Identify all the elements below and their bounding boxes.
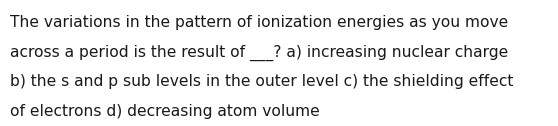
Text: of electrons d) decreasing atom volume: of electrons d) decreasing atom volume <box>10 104 320 119</box>
Text: b) the s and p sub levels in the outer level c) the shielding effect: b) the s and p sub levels in the outer l… <box>10 74 513 89</box>
Text: The variations in the pattern of ionization energies as you move: The variations in the pattern of ionizat… <box>10 15 508 30</box>
Text: across a period is the result of ___? a) increasing nuclear charge: across a period is the result of ___? a)… <box>10 45 508 61</box>
